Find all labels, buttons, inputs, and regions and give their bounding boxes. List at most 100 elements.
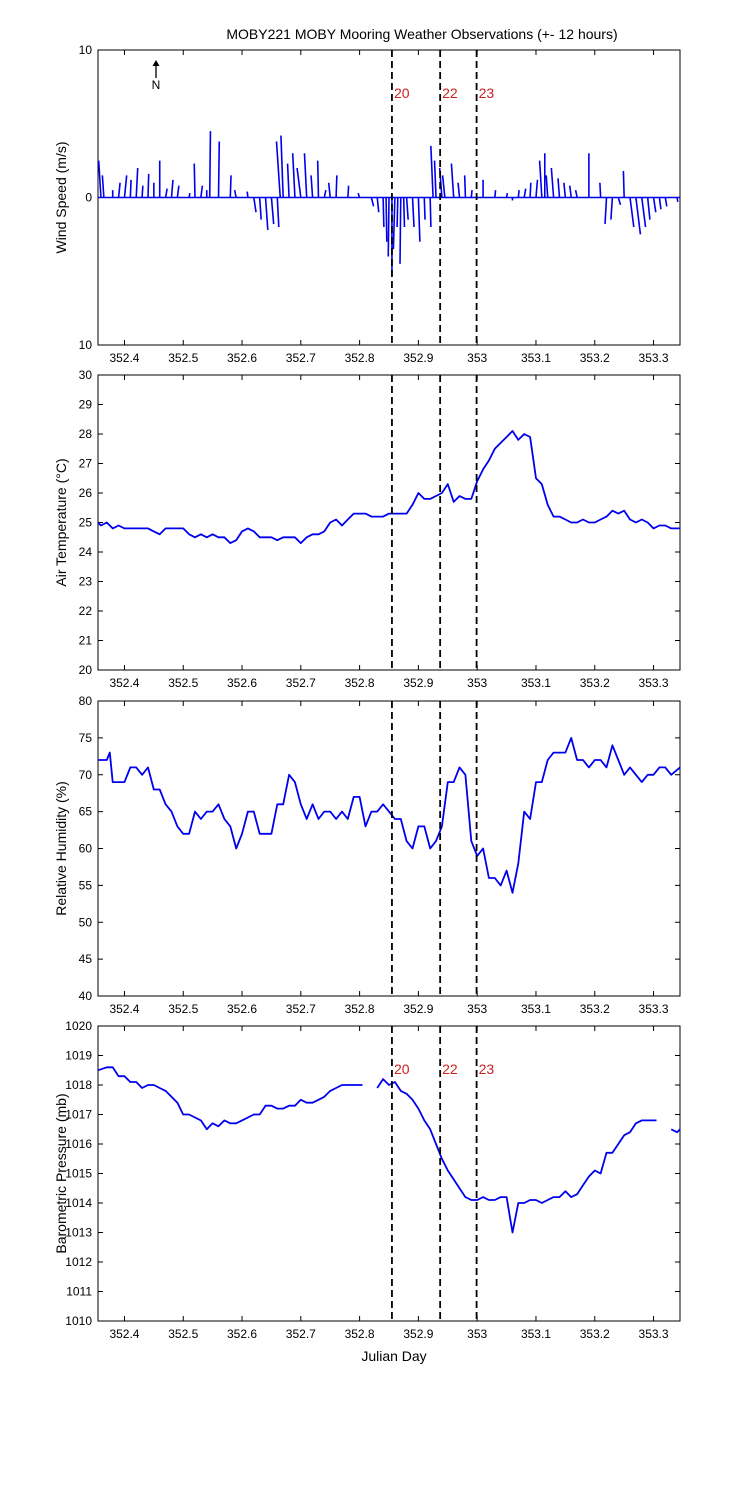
x-tick-label: 352.6	[227, 1002, 257, 1016]
wind-vector	[523, 188, 527, 198]
y-tick-label: 1014	[65, 1196, 92, 1210]
wind-vector	[538, 160, 543, 198]
y-tick-label: 80	[79, 694, 93, 708]
wind-vector	[270, 197, 275, 225]
event-marker-label: 20	[394, 85, 410, 101]
panels: 352.4 352.5 352.6 352.7 352.8 352.9 353 353.1 35…	[53, 43, 681, 1341]
wind-vector	[246, 191, 249, 198]
x-tick-label: 353.2	[580, 351, 610, 365]
x-tick-label: 353	[467, 1002, 487, 1016]
wind-vector	[135, 167, 139, 198]
y-tick-label: 1020	[65, 1019, 92, 1033]
y-tick-label: 60	[79, 842, 93, 856]
wind-vector	[545, 175, 549, 198]
y-axis-label: Wind Speed (m/s)	[53, 141, 69, 253]
wind-vector	[208, 131, 212, 198]
wind-vector	[676, 197, 679, 203]
wind-vector	[252, 197, 257, 213]
x-tick-label: 353.3	[639, 351, 669, 365]
wind-vector	[535, 179, 539, 198]
x-tick-label: 352.9	[403, 351, 433, 365]
wind-vector	[563, 182, 567, 198]
wind-vector	[382, 197, 385, 228]
wind-vector	[635, 197, 642, 235]
chart-panel-1: 352.4 352.5 352.6 352.7 352.8 352.9 353 353.1 35…	[53, 43, 681, 365]
wind-vector	[417, 197, 421, 242]
wind-vector	[291, 153, 296, 198]
x-tick-label: 352.9	[403, 1002, 433, 1016]
x-tick-label: 352.6	[227, 351, 257, 365]
x-tick-label: 353.1	[521, 1327, 551, 1341]
wind-vector	[176, 185, 180, 198]
wind-vector	[385, 197, 388, 242]
x-tick-label: 353.1	[521, 351, 551, 365]
wind-vector	[658, 197, 662, 210]
wind-vector	[433, 160, 437, 198]
wind-vector	[550, 167, 555, 198]
x-tick-label: 352.6	[227, 1327, 257, 1341]
wind-vector	[441, 175, 446, 198]
x-tick-label: 353.3	[639, 1327, 669, 1341]
wind-vector	[599, 182, 602, 198]
x-tick-label: 352.8	[345, 1327, 375, 1341]
x-tick-label: 353.2	[580, 676, 610, 690]
series-line	[98, 737, 681, 894]
y-tick-label: 70	[79, 768, 93, 782]
wind-vector	[123, 175, 128, 198]
wind-vector	[275, 141, 282, 198]
wind-vector	[233, 189, 237, 198]
x-tick-label: 352.8	[345, 676, 375, 690]
wind-vector	[357, 192, 361, 198]
wind-vector	[286, 163, 290, 198]
event-marker-label: 22	[442, 85, 458, 101]
x-tick-label: 352.4	[109, 1002, 139, 1016]
x-tick-label: 352.5	[168, 351, 198, 365]
chart-panel-3: 352.4 352.5 352.6 352.7 352.8 352.9 353 353.1 35…	[53, 694, 681, 1016]
y-tick-label: 21	[79, 634, 93, 648]
y-tick-label: 27	[79, 457, 93, 471]
wind-vector	[296, 167, 302, 198]
y-axis-label: Relative Humidity (%)	[53, 781, 69, 916]
y-tick-label: 22	[79, 604, 93, 618]
wind-vector	[405, 197, 409, 220]
wind-vector	[568, 185, 573, 198]
wind-vector	[505, 192, 509, 198]
x-tick-label: 352.5	[168, 676, 198, 690]
series-line	[97, 1066, 363, 1131]
wind-vector	[646, 197, 651, 220]
wind-vector	[664, 197, 668, 207]
x-tick-label: 353.1	[521, 1002, 551, 1016]
wind-vector	[387, 197, 390, 257]
y-tick-label: 65	[79, 805, 93, 819]
y-tick-label: 1017	[65, 1108, 92, 1122]
y-tick-label: 28	[79, 427, 93, 441]
x-tick-label: 352.4	[109, 1327, 139, 1341]
chart-panel-2: 352.4 352.5 352.6 352.7 352.8 352.9 353 353.1 35…	[53, 368, 681, 690]
y-tick-label: 10	[79, 43, 93, 57]
wind-vector	[229, 175, 232, 198]
x-axis-label: Julian Day	[361, 1348, 426, 1364]
y-tick-label: 1011	[66, 1285, 92, 1299]
y-tick-label: 20	[79, 663, 93, 677]
series-line	[670, 1128, 681, 1134]
y-tick-label: 24	[79, 545, 93, 559]
wind-vector	[347, 185, 350, 198]
wind-vector	[402, 197, 406, 228]
y-tick-label: 29	[79, 398, 93, 412]
wind-vector	[574, 189, 578, 198]
wind-vector	[200, 185, 204, 198]
x-tick-label: 352.8	[345, 1002, 375, 1016]
wind-vector	[129, 179, 132, 198]
wind-vector	[494, 190, 497, 198]
y-tick-label: 30	[79, 368, 93, 382]
wind-vector	[335, 175, 338, 198]
wind-vector	[450, 163, 455, 198]
y-tick-label: 23	[79, 575, 93, 589]
north-arrowhead-icon	[152, 60, 160, 66]
x-tick-label: 352.7	[286, 1002, 316, 1016]
wind-vector	[396, 197, 399, 228]
wind-vector	[217, 141, 221, 198]
y-tick-label: 40	[79, 989, 93, 1003]
y-axis-label: Air Temperature (°C)	[53, 458, 69, 586]
